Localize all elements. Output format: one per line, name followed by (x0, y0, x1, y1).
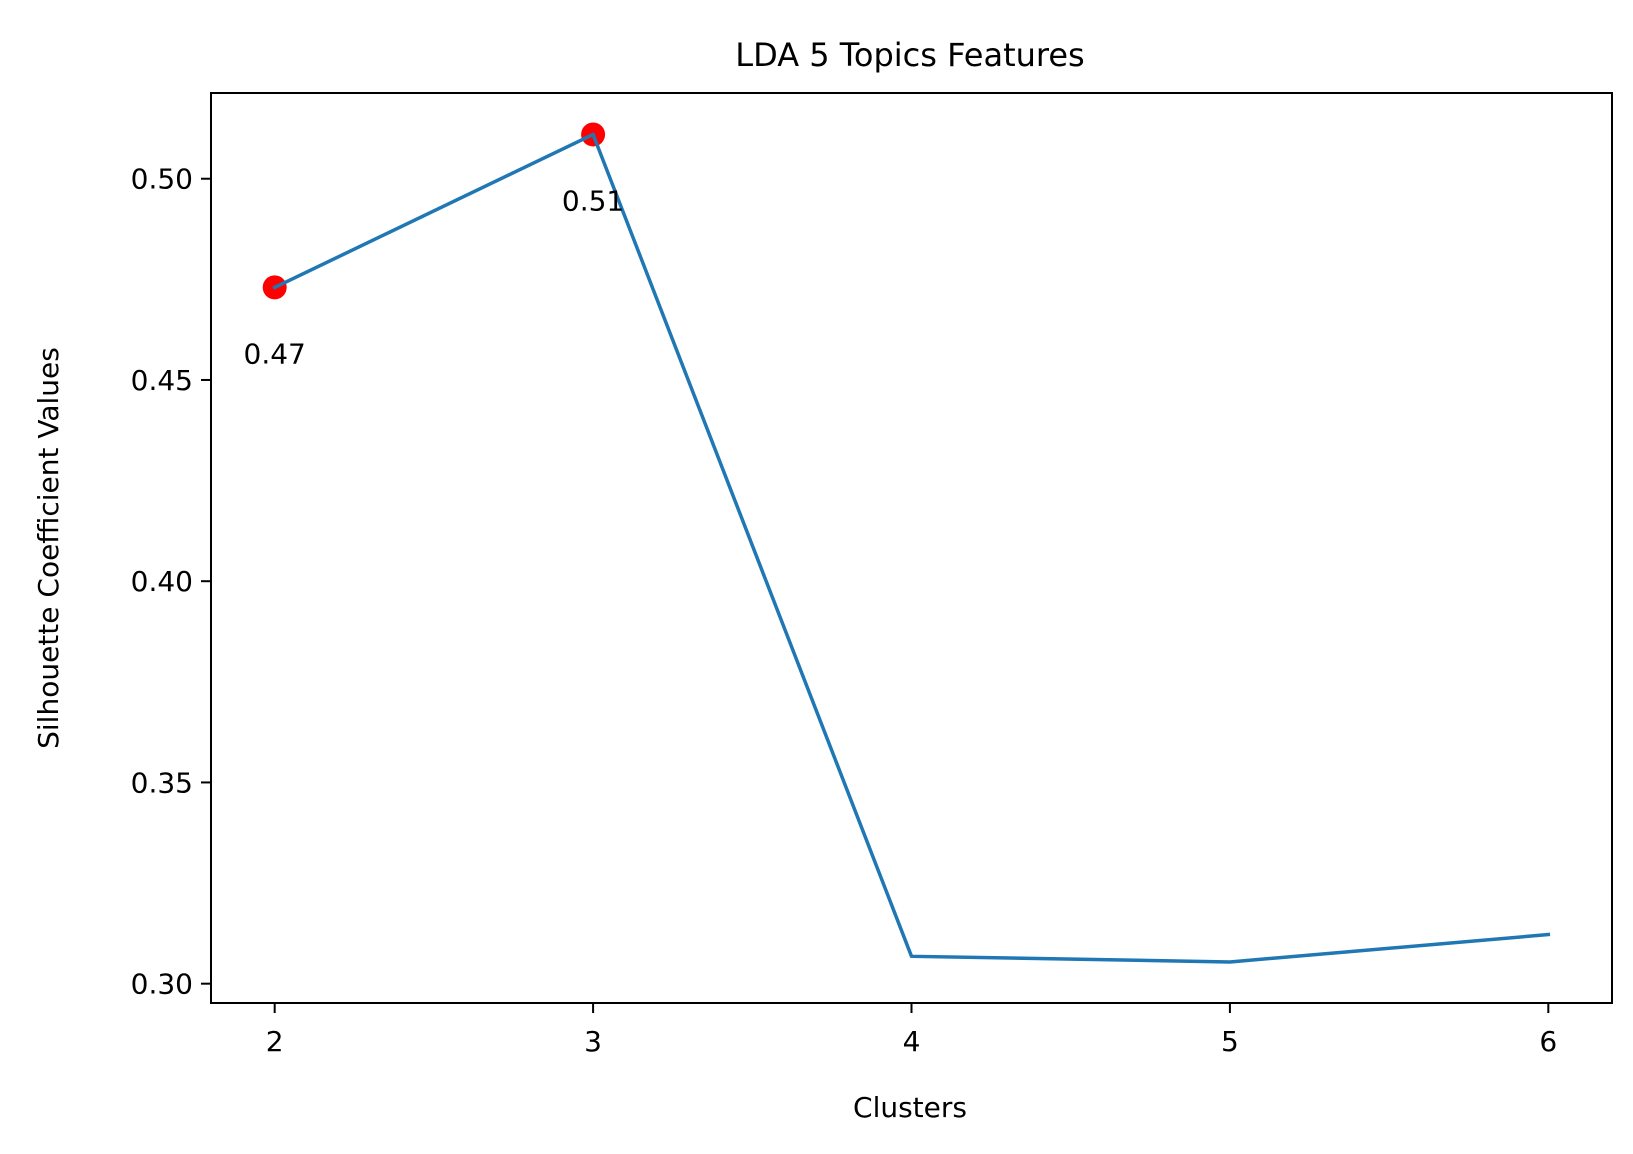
y-axis-label: Silhouette Coefficient Values (32, 347, 65, 749)
x-tick-label: 3 (584, 1025, 602, 1058)
y-tick-label: 0.45 (131, 364, 193, 397)
x-tick-label: 5 (1221, 1025, 1239, 1058)
plot-frame (210, 92, 1613, 1004)
data-label: 0.47 (244, 337, 306, 370)
x-tick-label: 6 (1539, 1025, 1557, 1058)
y-tick-label: 0.30 (131, 968, 193, 1001)
y-tick-label: 0.35 (131, 766, 193, 799)
chart-title: LDA 5 Topics Features (735, 36, 1084, 74)
x-tick-label: 2 (266, 1025, 284, 1058)
x-axis-label: Clusters (853, 1091, 967, 1124)
data-label: 0.51 (562, 184, 624, 217)
series-line (272, 132, 1551, 964)
x-tick-label: 4 (903, 1025, 921, 1058)
plot-area: 2 3 4 5 6 0.30 0.35 0.40 0.45 0.50 0.47 0.51 (131, 92, 1613, 1058)
y-tick-label: 0.40 (131, 565, 193, 598)
y-tick-label: 0.50 (131, 163, 193, 196)
